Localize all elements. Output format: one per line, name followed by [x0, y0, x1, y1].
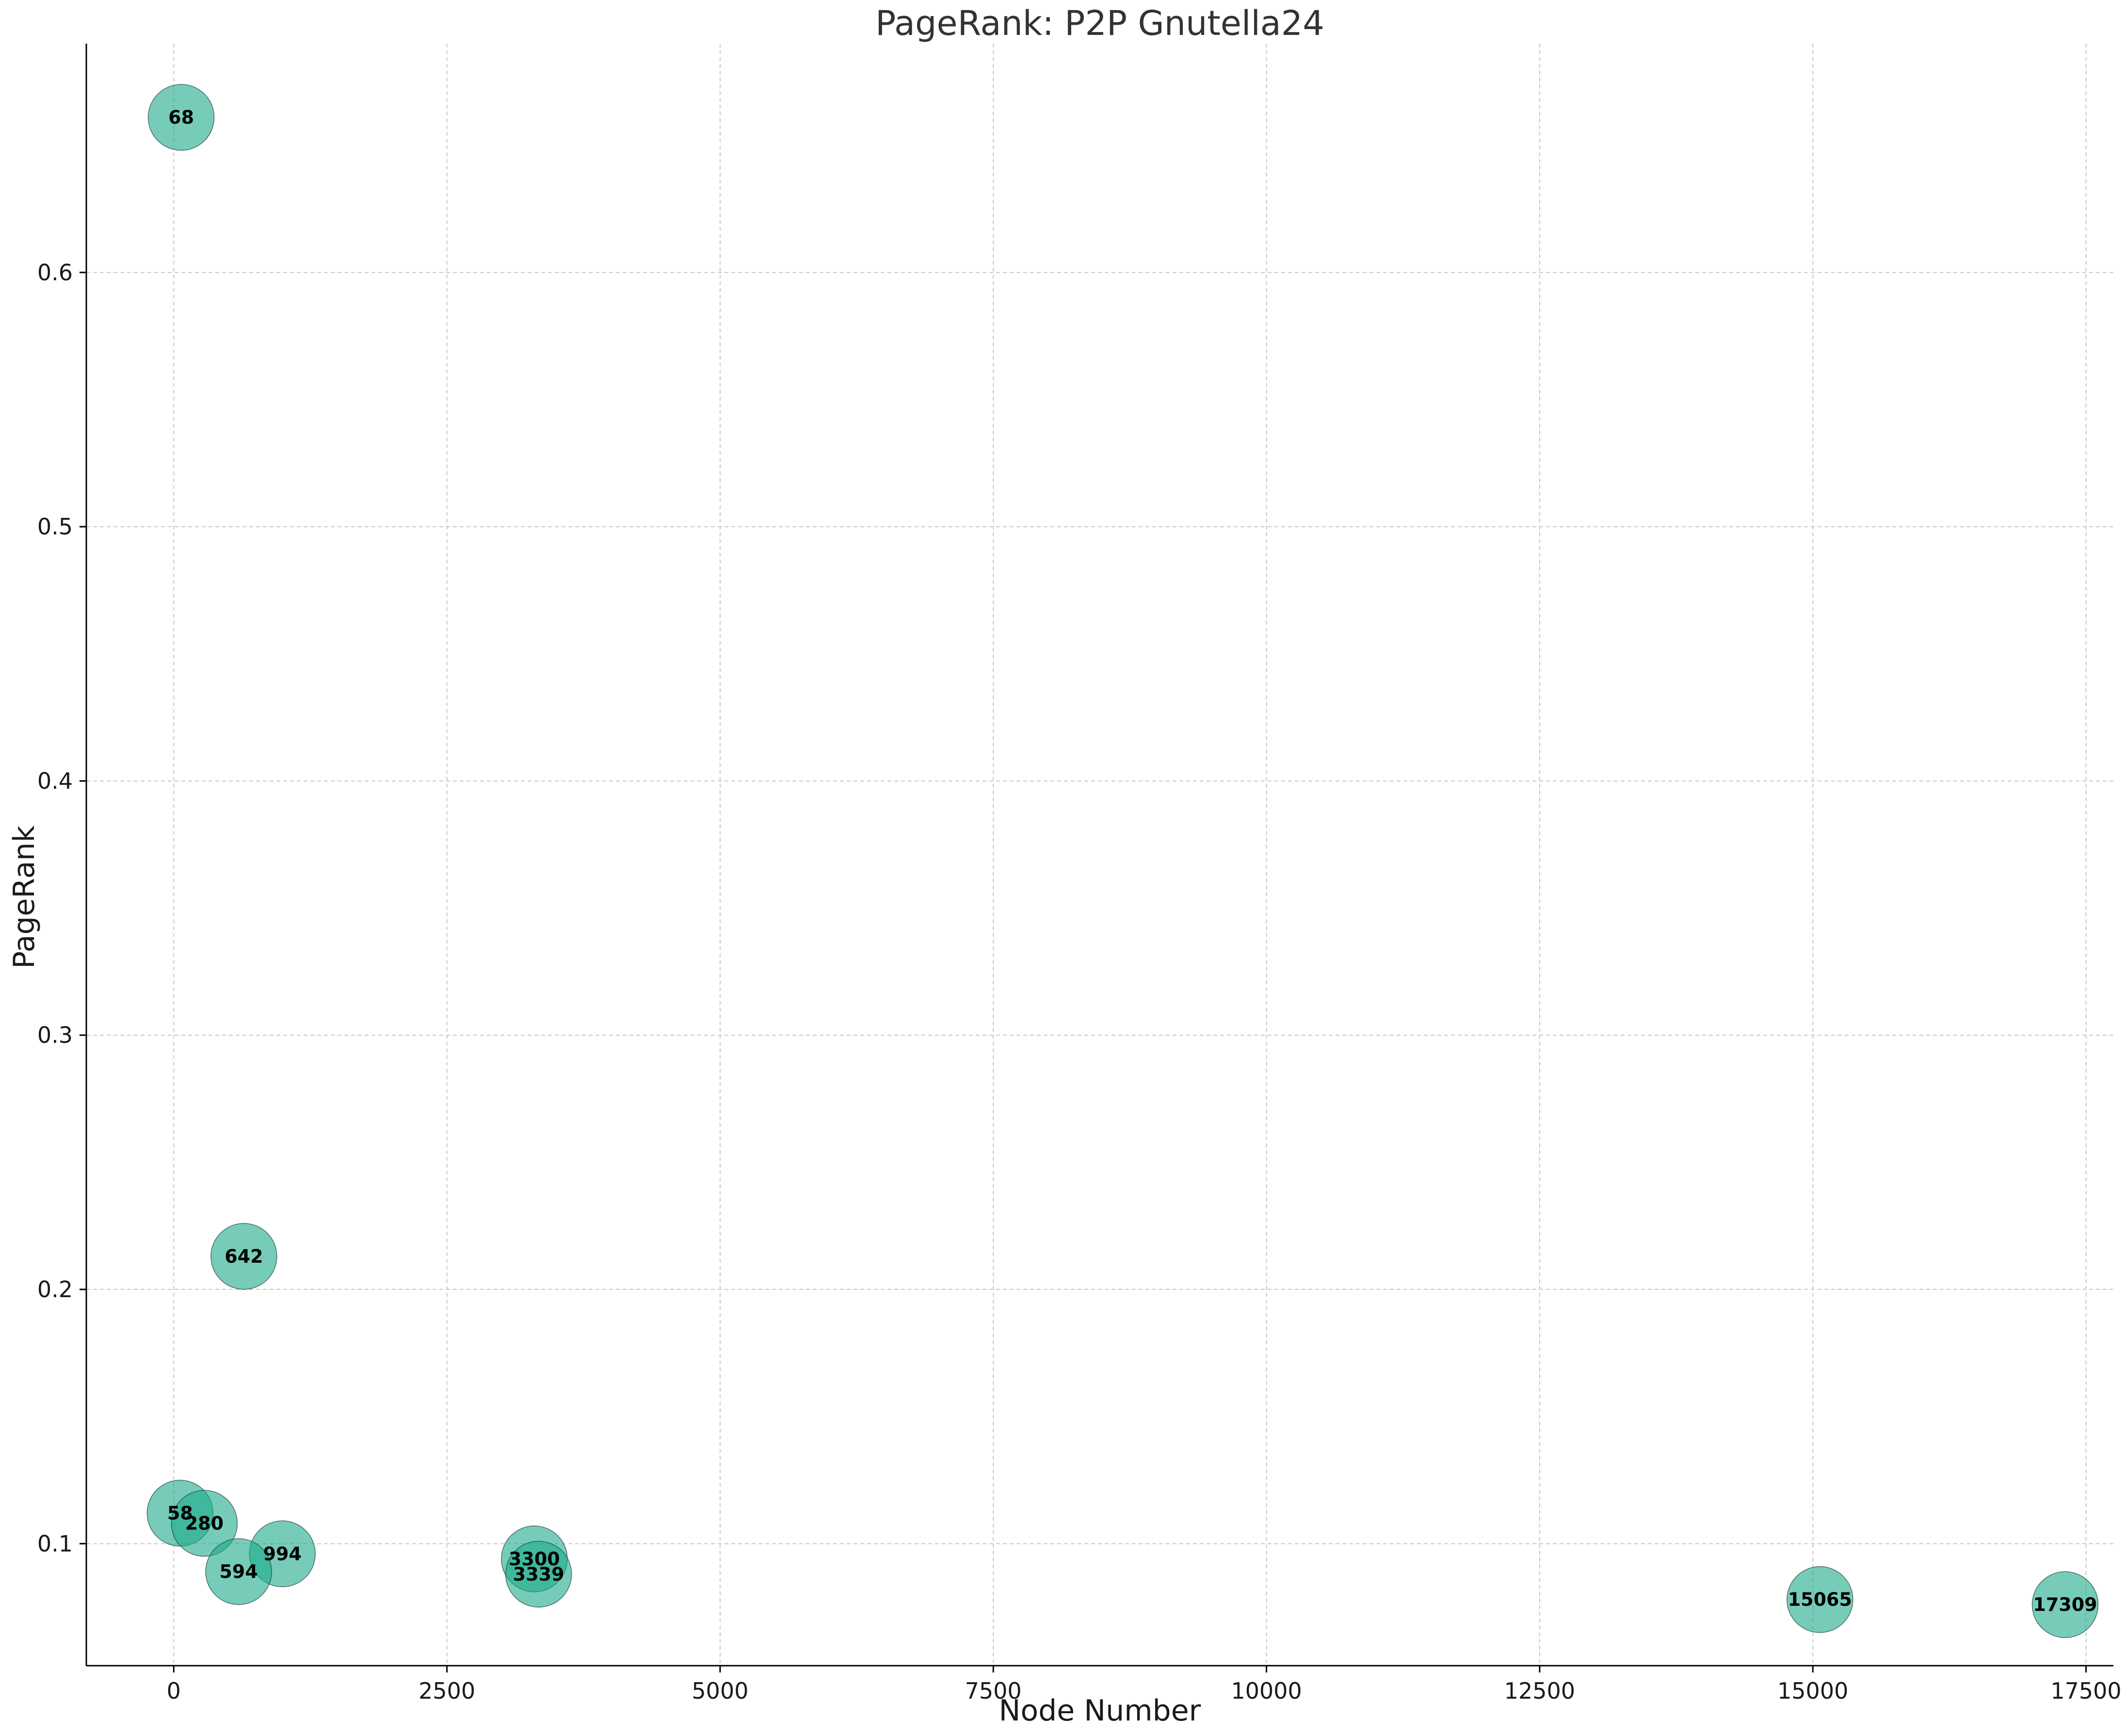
x-tick-label: 10000	[1231, 1678, 1302, 1704]
x-tick-label: 7500	[965, 1678, 1022, 1704]
x-tick-label: 17500	[2050, 1678, 2121, 1704]
y-tick-label: 0.4	[37, 768, 73, 794]
y-tick-label: 0.2	[37, 1276, 73, 1302]
data-point-15065	[1786, 1566, 1853, 1633]
y-tick-label: 0.3	[37, 1022, 73, 1048]
x-axis-label: Node Number	[999, 1694, 1201, 1728]
data-label-594: 594	[219, 1561, 257, 1582]
x-tick-label: 5000	[692, 1678, 748, 1704]
x-tick-label: 2500	[418, 1678, 475, 1704]
data-label-994: 994	[263, 1543, 302, 1564]
axes: 0 2500 5000 7500 10000 12500 15000 17500 0.1 0.2 0…	[37, 44, 2122, 1704]
chart-title: PageRank: P2P Gnutella24	[875, 3, 1324, 43]
x-tick-label: 0	[167, 1678, 181, 1704]
data-point-17309	[2031, 1571, 2099, 1638]
data-point-3339	[505, 1541, 572, 1608]
data-label-3339: 3339	[513, 1563, 564, 1585]
data-label-15065: 15065	[1788, 1589, 1852, 1610]
data-label-642: 642	[225, 1246, 263, 1267]
x-tick-label: 12500	[1504, 1678, 1575, 1704]
data-label-58: 58	[167, 1502, 193, 1524]
y-tick-label: 0.1	[37, 1530, 73, 1557]
grid	[86, 44, 2113, 1666]
data-point-68	[147, 84, 215, 151]
data-label-17309: 17309	[2033, 1594, 2097, 1615]
data-label-68: 68	[168, 107, 194, 128]
y-tick-label: 0.5	[37, 514, 73, 540]
data-label-280: 280	[185, 1512, 224, 1534]
y-tick-label: 0.6	[37, 259, 73, 286]
y-axis-label: PageRank	[7, 825, 41, 968]
data-point-642	[210, 1223, 277, 1290]
data-point-280	[171, 1490, 238, 1557]
data-point-594	[205, 1538, 272, 1605]
x-tick-label: 15000	[1777, 1678, 1848, 1704]
data-label-3300: 3300	[509, 1548, 560, 1570]
data-points	[146, 84, 2099, 1638]
